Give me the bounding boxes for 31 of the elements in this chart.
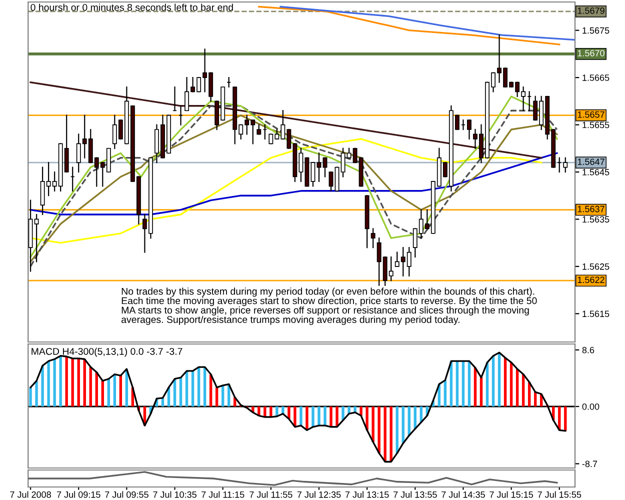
- y-tick-label: 1.5675: [582, 27, 610, 34]
- ref-line-label: 1.5657: [578, 111, 604, 118]
- y-tick-label: 1.5645: [582, 168, 610, 176]
- x-tick-label: 7 Jul 10:35: [153, 491, 196, 498]
- y-tick-label: 1.5655: [582, 122, 610, 128]
- ref-line-label: 1.5622: [578, 276, 604, 284]
- x-tick-label: 7 Jul 14:35: [442, 491, 485, 498]
- annotation: No trades by this system during my period today (or even before within the bounds of this chart). Each time the moving averages start to show direction, price starts to reverse. By the time the 50 MA starts to show angle, price reverses off support or resistance and slices through the moving averages. Support/resistance trumps moving averages during my period today.: [122, 288, 537, 325]
- ref-line-label: 1.5647: [578, 158, 604, 165]
- x-tick-label: 7 Jul 09:55: [105, 491, 148, 498]
- x-tick-label: 7 Jul 15:55: [538, 491, 582, 498]
- annotation: 0 hoursh or 0 minutes 8 seconds left to bar end: [30, 4, 233, 11]
- x-tick-label: 7 Jul 13:55: [394, 491, 437, 498]
- y-tick-label: 1.5625: [582, 263, 610, 270]
- y-tick-label: 8.6: [582, 346, 594, 354]
- x-tick-label: 7 Jul 15:15: [490, 491, 534, 498]
- x-tick-label: 7 Jul 12:35: [297, 491, 341, 498]
- y-tick-label: -8.7: [582, 460, 598, 468]
- y-tick-label: 1.5665: [582, 74, 610, 81]
- y-tick-label: 1.5615: [582, 310, 610, 318]
- ref-line-label: 1.5679: [578, 7, 604, 14]
- x-tick-label: 7 Jul 09:15: [56, 491, 100, 498]
- x-tick-label: 7 Jul 13:15: [345, 491, 389, 498]
- x-tick-label: 7 Jul 11:15: [202, 491, 244, 498]
- ref-line-label: 1.5670: [578, 50, 604, 56]
- ref-line-label: 1.5637: [578, 206, 604, 212]
- chart-title: MACD H4-300(5,13,1) 0.0 -3.7 -3.7: [32, 348, 182, 357]
- x-tick-label: 7 Jul 2008: [10, 491, 51, 498]
- y-tick-label: 0.00: [582, 403, 600, 410]
- x-tick-label: 7 Jul 11:55: [250, 491, 292, 498]
- y-tick-label: 1.5635: [582, 216, 610, 223]
